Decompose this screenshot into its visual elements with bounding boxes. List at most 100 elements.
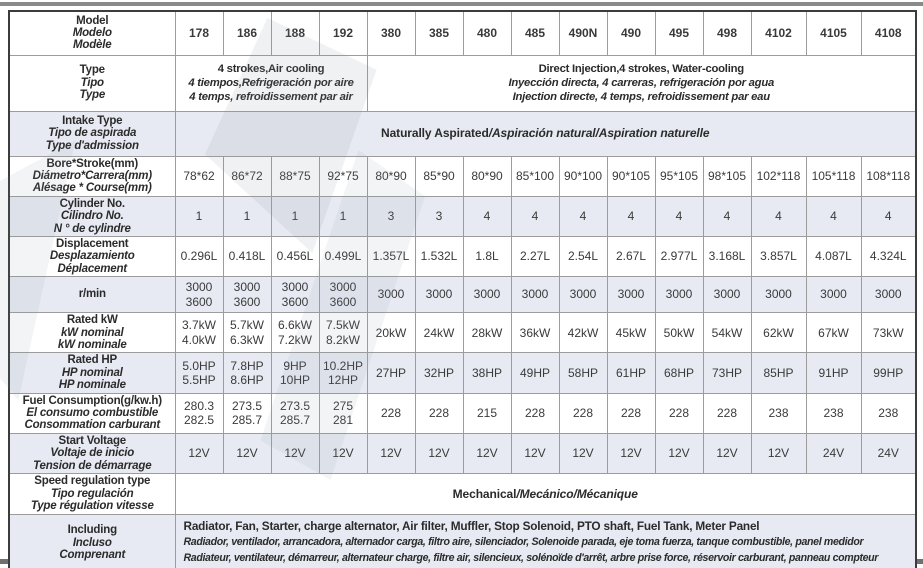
text-line: Naturally Aspirated/Aspiración natural/A… [177,126,915,141]
spec-value-cell: 12V [462,432,512,475]
table-row-fuel: Fuel Consumption(g/kw.h) El consumo combu… [8,392,917,434]
model-header-cell: 385 [414,10,464,56]
spec-value-cell: 4 [558,195,608,237]
text-line: El consumo combustible [26,407,159,419]
spec-value-cell: 49HP [510,352,560,394]
spec-value-cell: 58HP [558,352,608,394]
spec-value-cell: 2.54L [558,235,608,278]
table-row-kw: Rated kW kW nominal kW nominale 3.7kW 4.0kW… [8,312,917,354]
text-line: Diámetro*Carrera(mm) [32,169,153,182]
spec-value-cell: 4 [510,195,560,237]
spec-value-cell: 9HP 10HP [270,352,320,394]
text-line: kW nominal [60,326,124,339]
spec-value-cell: 4 [860,195,917,237]
text-line: Displacement [56,237,129,250]
row-label-fuel: Fuel Consumption(g/kw.h) El consumo combu… [8,392,176,434]
spec-value-cell: 3000 [750,276,807,314]
spec-value-cell: 95*105 [654,155,704,197]
row-label-kw: Rated kW kW nominal kW nominale [8,312,176,354]
spec-value-cell: 78*62 [174,155,224,197]
text-line: Type régulation vitesse [30,500,154,513]
table-row-including: Including Incluso Comprenant Radiator, Fan,… [8,514,917,568]
spec-value-cell: 3000 [606,276,656,314]
spec-value-cell: 1 [270,195,320,237]
spec-value-cell: 12V [702,432,752,475]
spec-value-cell: 105*118 [805,155,862,197]
spec-value-cell: 2.27L [510,235,560,278]
spec-value-cell: 1.532L [414,235,464,278]
spec-value-cell: 73kW [860,312,917,354]
spec-value-cell: 3 [366,195,416,237]
text-line: HP nominale [58,379,126,392]
text-line: Inyección directa, 4 carreras, refrigera… [508,76,775,89]
spec-value-cell: 2.67L [606,235,656,278]
row-label-rmin: r/min [8,276,176,314]
separator: / [488,126,492,140]
text-line: Type [79,89,106,102]
spec-value-cell: 0.418L [222,235,272,278]
spec-value-cell: 2.977L [654,235,704,278]
top-rule [0,2,923,6]
row-label-bore: Bore*Stroke(mm) Diámetro*Carrera(mm) Alésa… [8,155,176,197]
spec-value-cell: 4.324L [860,235,917,278]
spec-value-cell: 228 [414,392,464,434]
spec-span-cell: 4 strokes,Air cooling 4 tiempos,Refrigera… [174,54,368,112]
text-line: Mechanical/Mecánico/Mécanique [177,487,915,502]
spec-value-cell: 88*75 [270,155,320,197]
text-line: Rated HP [67,354,118,367]
text-part: Mécanique [576,486,638,501]
spec-value-cell: 28kW [462,312,512,354]
spec-value-cell: 4 [805,195,862,237]
text-line: 4 strokes,Air cooling [217,62,325,75]
spec-span-cell: Mechanical/Mecánico/Mécanique [174,473,917,516]
table-row-model: Model Modelo Modèle 178 186 188 192 380 385 480 48… [8,10,917,56]
spec-value-cell: 12V [222,432,272,475]
text-line: Tension de démarrage [33,459,152,472]
spec-value-cell: 7.5kW 8.2kW [318,312,368,354]
spec-value-cell: 228 [510,392,560,434]
spec-value-cell: 90*100 [558,155,608,197]
spec-value-cell: 98*105 [702,155,752,197]
spec-value-cell: 80*90 [462,155,512,197]
row-label-type: Type Tipo Type [8,54,176,112]
spec-value-cell: 12V [270,432,320,475]
spec-value-cell: 3.168L [702,235,752,278]
spec-value-cell: 80*90 [366,155,416,197]
spec-value-cell: 85*90 [414,155,464,197]
model-header-cell: 4105 [805,10,862,56]
spec-value-cell: 50kW [654,312,704,354]
model-header-cell: 188 [270,10,320,56]
text-part: Aspiration naturelle [598,126,710,140]
row-label-intake: Intake Type Tipo de aspirada Type d'admiss… [8,110,176,157]
spec-span-cell: Naturally Aspirated/Aspiración natural/A… [174,110,917,157]
model-header-cell: 192 [318,10,368,56]
spec-value-cell: 238 [860,392,917,434]
spec-value-cell: 3 [414,195,464,237]
model-header-cell: 498 [702,10,752,56]
separator: / [573,486,577,501]
spec-value-cell: 92*75 [318,155,368,197]
text-line: kW nominale [57,338,127,351]
spec-value-cell: 32HP [414,352,464,394]
spec-value-cell: 4.087L [805,235,862,278]
spec-value-cell: 90*105 [606,155,656,197]
spec-value-cell: 0.456L [270,235,320,278]
row-label-hp: Rated HP HP nominal HP nominale [8,352,176,394]
text-line: Déplacement [57,262,128,275]
spec-value-cell: 228 [366,392,416,434]
text-part: Aspiración natural [491,126,596,140]
spec-value-cell: 1 [174,195,224,237]
spec-value-cell: 1 [318,195,368,237]
text-line: Start Voltage [58,434,127,447]
table-row-hp: Rated HP HP nominal HP nominale 5.0HP 5.5HP… [8,352,917,394]
text-line: Consommation carburant [24,419,161,432]
spec-value-cell: 12V [174,432,224,475]
text-line: 4 tiempos,Refrigeración por aire [188,76,354,89]
text-line: HP nominal [61,366,123,379]
spec-value-cell: 4 [702,195,752,237]
spec-value-cell: 61HP [606,352,656,394]
text-line: Modèle [73,39,112,52]
spec-value-cell: 4 [654,195,704,237]
spec-value-cell: 12V [510,432,560,475]
model-header-cell: 186 [222,10,272,56]
